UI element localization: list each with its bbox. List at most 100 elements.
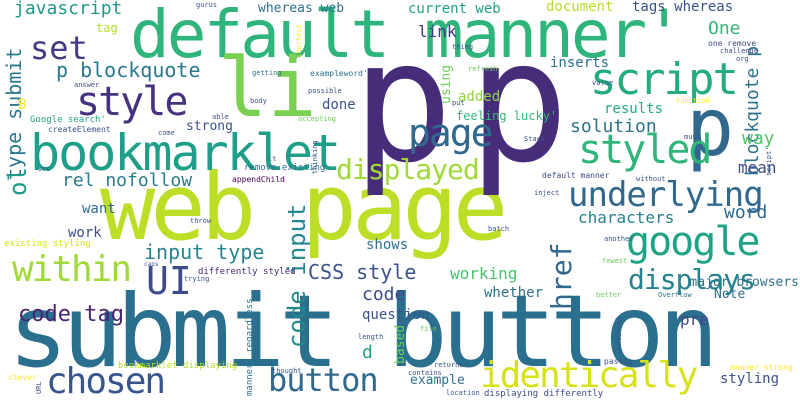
word-work: work [68, 225, 102, 241]
word-d: d [362, 342, 373, 363]
word-fewest: fewest [602, 257, 628, 265]
word-file: file [420, 325, 437, 333]
word-li: li [218, 41, 317, 136]
word-manner-strong: manner strong [730, 363, 793, 372]
word-without: without [636, 175, 666, 183]
word-thought: thought [272, 367, 302, 375]
word-set: set [30, 29, 88, 67]
word-p-3: p [686, 81, 735, 174]
word-styling: styling [720, 371, 780, 387]
word-input-type: input type [144, 240, 265, 264]
word-href: href [545, 242, 578, 310]
word-lt: lt [268, 155, 277, 163]
word-done: done [322, 97, 356, 113]
word-whereas-web: whereas web [258, 1, 345, 16]
word-whether: whether [484, 285, 544, 301]
word-answer: answer [74, 81, 100, 89]
word-shortest: shortest [295, 24, 303, 58]
word-google: google [626, 219, 760, 265]
word-type-submit: type submit [2, 47, 26, 180]
word-submit: submit [0, 10, 4, 11]
word-throw: throw [190, 217, 212, 225]
word-tags-whereas: tags whereas [632, 0, 734, 15]
word-getting: getting [252, 69, 282, 77]
word-shows: shows [366, 237, 409, 253]
word-overflow: Overflow [658, 291, 692, 299]
word-differently-styled: differently styled [198, 267, 296, 277]
word-displays: displays [628, 263, 756, 296]
word-remove-existing: remove existing [244, 163, 326, 173]
word-one-remove: one remove [708, 39, 757, 48]
word-put: put [452, 99, 465, 107]
word-ui: UI [146, 259, 192, 303]
word-caps: caps [144, 261, 159, 268]
word-p-2: p [468, 4, 570, 200]
word-batch: batch [488, 225, 510, 233]
word-working: working [450, 264, 518, 283]
word-inserts: inserts [550, 55, 610, 71]
word-based: based [393, 324, 408, 364]
word-displaying-differently: displaying differently [484, 389, 604, 399]
word-ol: ol [4, 167, 32, 196]
word-web-page: web page [100, 154, 508, 261]
word-pre: pre [680, 310, 709, 329]
word-code: code [362, 284, 406, 305]
word-chosen: chosen [46, 361, 166, 400]
word-identically: identically [480, 355, 698, 396]
word-want: want [82, 201, 116, 217]
word-existing-styling: existing styling [4, 239, 91, 249]
word-document: document [546, 0, 614, 15]
word-refresh: refresh [468, 65, 498, 73]
word-link: link [418, 22, 457, 41]
word-submit-button: submit button [8, 273, 719, 390]
word-css-style: CSS style [308, 260, 417, 284]
word-org: org [736, 55, 749, 63]
word-thing: thing [452, 43, 474, 51]
word-challenge: challenge [720, 47, 758, 55]
word-tag: tag [96, 21, 118, 35]
word-inject: inject [534, 189, 560, 197]
word-style: style [76, 79, 188, 125]
word-manner-regardless: manner' regardless [245, 298, 255, 396]
word-accepting: accepting [298, 115, 336, 123]
word-thinking: thinking [311, 140, 319, 174]
word-exampleword: exampleword' [310, 69, 368, 78]
word-script-small: script' [765, 146, 773, 176]
word-blockquote-p: blockquote p [742, 45, 763, 176]
word-question: question [362, 307, 430, 323]
word-location: location [446, 389, 480, 397]
word-solution: solution [570, 116, 657, 137]
word-way: way [742, 128, 775, 149]
word-script: script [590, 54, 739, 105]
word-another: another [604, 235, 634, 243]
word-contains: contains [408, 369, 442, 377]
word-word: word [724, 202, 768, 223]
word-url: URL [35, 381, 43, 394]
word-current-web: current web [408, 1, 501, 17]
word-page: page [408, 111, 494, 155]
word-length: length [358, 333, 384, 341]
word-better: better [596, 291, 622, 299]
word-major-browsers: major browsers [689, 275, 799, 290]
word-styled: styled [578, 127, 712, 173]
word-external: external [615, 316, 623, 350]
word-underlying: underlying [568, 175, 764, 215]
word-feeling-lucky: feeling lucky' [456, 109, 558, 123]
word-pastie: pastie [604, 357, 633, 366]
word-able: able [212, 113, 229, 121]
word-within: within [12, 249, 132, 290]
word-p-1: p [352, 4, 454, 200]
word-added: added [458, 89, 501, 105]
word-gurus: gurus [196, 1, 218, 9]
word-bookmarklet: bookmarklet [30, 124, 341, 182]
word-mean: mean [738, 158, 777, 177]
word-google-search: Google search' [30, 115, 106, 125]
word-value: value [592, 79, 614, 87]
word-clever: clever [8, 373, 37, 382]
word-bookmarklet-displaying: bookmarklet displaying [118, 361, 238, 371]
word-javascript: javascript [14, 0, 123, 19]
word-default-manner: default manner' [130, 0, 684, 73]
word-src: src [38, 165, 51, 173]
word-one: One [708, 18, 741, 39]
